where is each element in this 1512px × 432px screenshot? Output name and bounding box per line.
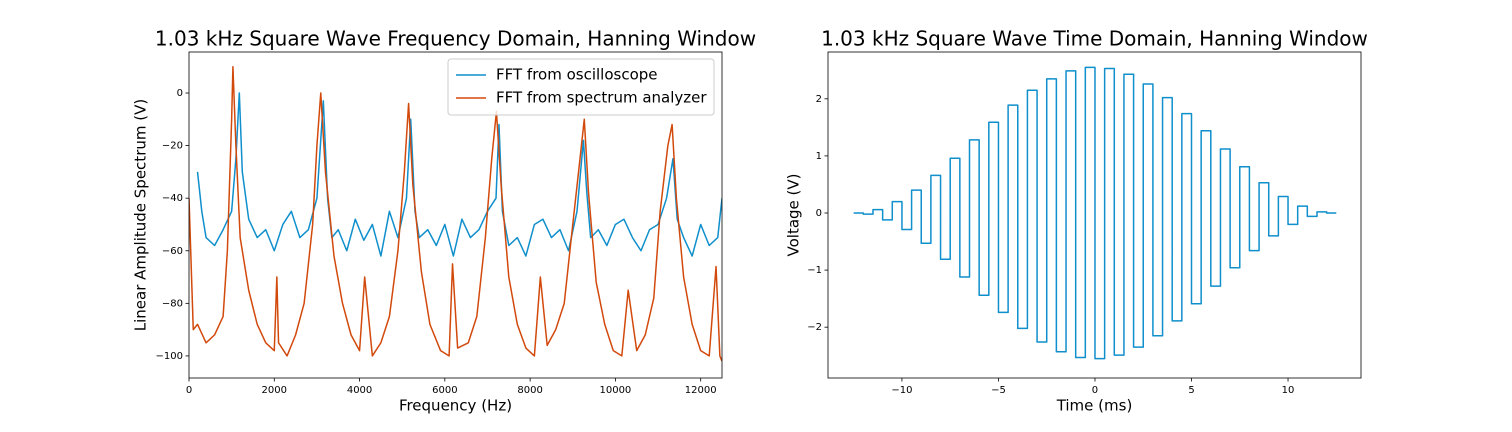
x-axis-label: Frequency (Hz) [399,397,512,415]
x-axis-label: Time (ms) [1056,397,1133,415]
data-line [196,92,722,257]
chart-title: 1.03 kHz Square Wave Frequency Domain, H… [155,27,756,51]
y-tick-label: −2 [807,322,822,333]
x-tick-label: 6000 [432,385,457,396]
data-line [189,65,722,362]
chart-title: 1.03 kHz Square Wave Time Domain, Hannin… [821,27,1368,51]
y-tick-label: 2 [816,94,822,105]
x-tick-label: 0 [186,385,192,396]
x-tick-label: 5 [1188,385,1194,396]
y-tick-label: −1 [807,265,822,276]
y-tick-label: −60 [162,246,183,257]
x-tick-label: 12000 [685,385,717,396]
x-tick-label: 8000 [517,385,542,396]
y-tick-label: −20 [162,141,183,152]
axes-frame [188,51,723,379]
x-tick-label: 10000 [599,385,631,396]
data-line [853,66,1337,360]
plot-area [189,65,722,362]
legend-label: FFT from oscilloscope [496,66,658,84]
x-tick-label: 4000 [347,385,372,396]
x-tick-label: 2000 [262,385,287,396]
y-tick-label: −80 [162,298,183,309]
plot-area [853,66,1337,360]
x-tick-label: 10 [1282,385,1295,396]
y-tick-label: 0 [816,208,822,219]
legend-label: FFT from spectrum analyzer [496,89,707,107]
y-axis-label: Linear Amplitude Spectrum (V) [132,99,150,331]
y-axis-label: Voltage (V) [785,174,803,257]
axes-frame [827,51,1362,379]
y-tick-label: 0 [177,88,183,99]
x-tick-label: −5 [991,385,1006,396]
y-tick-label: −100 [156,351,183,362]
x-tick-label: −10 [891,385,912,396]
y-tick-label: 1 [816,151,822,162]
x-tick-label: 0 [1092,385,1098,396]
legend-box [447,58,715,116]
y-tick-label: −40 [162,193,183,204]
